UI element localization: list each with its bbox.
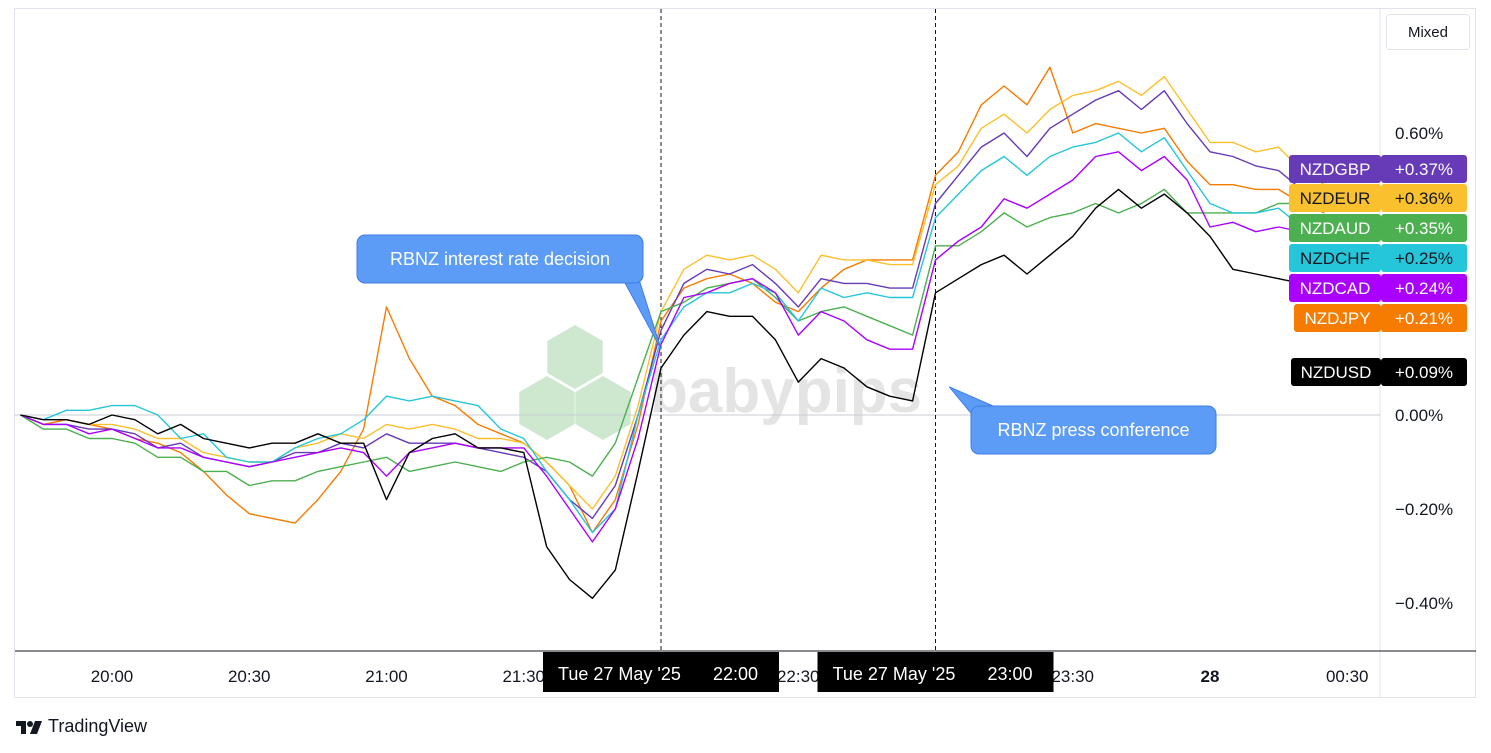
y-tick-label: 0.00% [1395, 406, 1443, 425]
x-tick-label: 28 [1201, 667, 1220, 686]
legend-series-name: NZDEUR [1300, 189, 1371, 208]
legend-series-value: +0.35% [1395, 219, 1453, 238]
annotation-callout: RBNZ press conference [948, 386, 1217, 455]
watermark-cube-left [519, 376, 575, 440]
legend-value-box [1381, 244, 1467, 272]
chart-frame [14, 8, 1476, 698]
legend-label-nzdgbp: NZDGBP +0.37% [1289, 155, 1467, 183]
y-tick-label: 0.60% [1395, 124, 1443, 143]
x-tick-label: 21:30 [502, 667, 545, 686]
legend-series-name: NZDCHF [1300, 249, 1370, 268]
crosshair-time: 23:00 [988, 664, 1033, 684]
crosshair-date: Tue 27 May '25 [558, 664, 681, 684]
annotation-pointer [624, 272, 662, 350]
legend-name-box [1289, 274, 1381, 302]
crosshair-date: Tue 27 May '25 [833, 664, 956, 684]
series-line-nzdaud [20, 188, 1325, 487]
annotation-text: RBNZ press conference [997, 420, 1189, 440]
legend-label-nzdeur: NZDEUR +0.36% [1289, 184, 1467, 212]
annotation-text: RBNZ interest rate decision [390, 249, 610, 269]
legend-name-box [1289, 184, 1381, 212]
legend-value-box [1381, 214, 1467, 242]
crosshair-time-label: Tue 27 May '25 23:00 [817, 652, 1054, 692]
mixed-scale-button[interactable]: Mixed [1386, 14, 1470, 50]
legend-series-name: NZDGBP [1300, 160, 1371, 179]
legend-name-box [1289, 214, 1381, 242]
y-tick-label: −0.20% [1395, 500, 1453, 519]
legend-name-box [1289, 244, 1381, 272]
legend-value-box [1381, 184, 1467, 212]
y-tick-label: −0.40% [1395, 594, 1453, 613]
series-line-nzdusd [20, 188, 1325, 599]
legend-value-box [1381, 155, 1467, 183]
x-tick-label: 22:30 [777, 667, 820, 686]
legend-series-value: +0.24% [1395, 279, 1453, 298]
legend-series-value: +0.09% [1395, 363, 1453, 382]
series-line-nzdjpy [20, 66, 1325, 534]
x-tick-label: 20:30 [228, 667, 271, 686]
watermark-cube-right [575, 376, 631, 440]
legend-label-nzdjpy: NZDJPY +0.21% [1294, 304, 1467, 332]
legend-value-box [1381, 304, 1467, 332]
legend-label-nzdcad: NZDCAD +0.24% [1289, 274, 1467, 302]
watermark-cube-top [547, 325, 603, 389]
legend-series-name: NZDUSD [1301, 363, 1372, 382]
series-line-nzdcad [20, 151, 1325, 543]
legend-label-nzdchf: NZDCHF +0.25% [1289, 244, 1467, 272]
watermark-text: babypips [650, 357, 922, 426]
legend-label-nzdusd: NZDUSD +0.09% [1291, 358, 1467, 386]
legend-name-box [1291, 358, 1381, 386]
legend-series-value: +0.37% [1395, 160, 1453, 179]
legend-series-value: +0.36% [1395, 189, 1453, 208]
legend-name-box [1289, 155, 1381, 183]
annotation-callout: RBNZ interest rate decision [356, 234, 662, 350]
legend-series-name: NZDCAD [1300, 279, 1371, 298]
legend-name-box [1294, 304, 1381, 332]
annotation-box [356, 234, 644, 284]
series-line-nzdchf [20, 132, 1325, 534]
legend-value-box [1381, 274, 1467, 302]
x-tick-label: 21:00 [365, 667, 408, 686]
crosshair-time-label: Tue 27 May '25 22:00 [543, 652, 779, 692]
legend-series-value: +0.25% [1395, 249, 1453, 268]
x-tick-label: 00:30 [1326, 667, 1369, 686]
legend-series-name: NZDJPY [1304, 309, 1370, 328]
legend-series-value: +0.21% [1395, 309, 1453, 328]
x-tick-label: 20:00 [91, 667, 134, 686]
legend-series-name: NZDAUD [1300, 219, 1371, 238]
legend-value-box [1381, 358, 1467, 386]
annotation-box [970, 405, 1217, 455]
crosshair-label-box [817, 652, 1054, 692]
tradingview-icon [16, 720, 42, 734]
legend-label-nzdaud: NZDAUD +0.35% [1289, 214, 1467, 242]
crosshair-label-box [543, 652, 779, 692]
crosshair-time: 22:00 [713, 664, 758, 684]
tradingview-brand-text: TradingView [48, 716, 148, 736]
x-tick-label: 23:30 [1051, 667, 1094, 686]
tradingview-logo[interactable]: TradingView [16, 716, 147, 737]
